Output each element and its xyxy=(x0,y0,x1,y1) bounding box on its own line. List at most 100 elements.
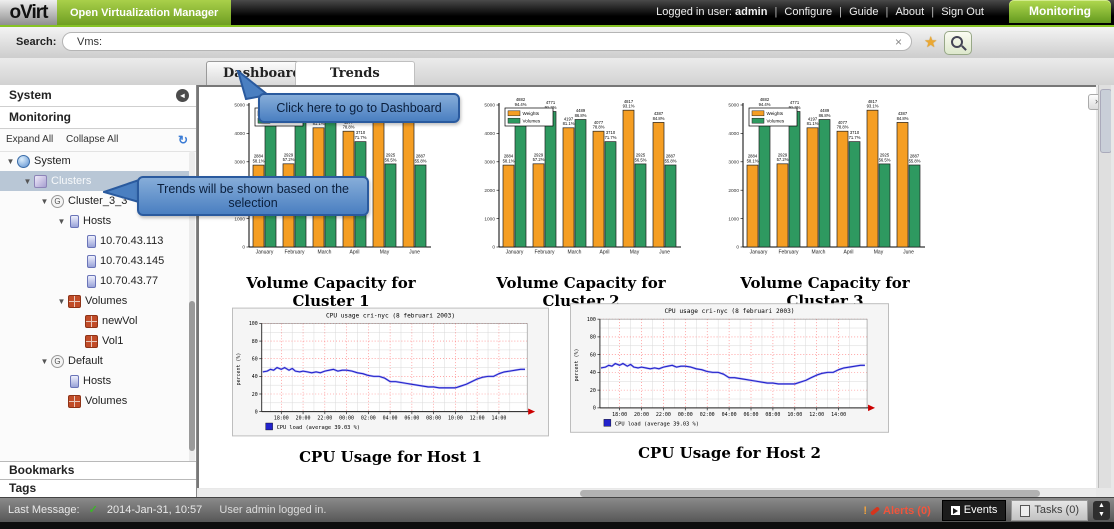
svg-text:CPU usage cri-nyc (8 februari: CPU usage cri-nyc (8 februari 2003) xyxy=(326,313,455,320)
window-edge xyxy=(1111,85,1114,488)
svg-text:78.8%: 78.8% xyxy=(593,125,605,130)
trends-content-panel: › 010002000300040005000288458.1%488294.4… xyxy=(197,85,1105,488)
top-header-bar: oVirt Open Virtualization Manager Logged… xyxy=(0,0,1114,27)
svg-text:22:00: 22:00 xyxy=(317,416,332,422)
svg-text:06:00: 06:00 xyxy=(404,416,419,422)
svg-text:18:00: 18:00 xyxy=(612,412,627,418)
svg-text:0: 0 xyxy=(242,245,245,251)
tree-item-volumes[interactable]: ▼ Volumes xyxy=(0,291,189,311)
monitoring-mode-tab[interactable]: Monitoring xyxy=(1009,0,1111,23)
svg-text:0: 0 xyxy=(255,409,258,415)
sidebar-bottom-sections: Bookmarks Tags xyxy=(0,461,196,497)
sidebar-section-monitoring[interactable]: Monitoring xyxy=(0,107,196,129)
bookmark-star-icon[interactable]: ★ xyxy=(924,34,938,51)
svg-text:3000: 3000 xyxy=(728,160,739,166)
expand-footer-button[interactable]: ▲ ▼ xyxy=(1093,501,1110,520)
svg-text:20: 20 xyxy=(590,388,596,394)
search-input[interactable]: Vms: × xyxy=(62,32,912,51)
svg-text:4077: 4077 xyxy=(838,120,848,125)
events-flag-icon xyxy=(950,506,960,515)
svg-text:3710: 3710 xyxy=(356,130,366,135)
svg-text:CPU usage cri-nyc (8 februari: CPU usage cri-nyc (8 februari 2003) xyxy=(664,308,794,315)
svg-text:55.8%: 55.8% xyxy=(909,158,921,163)
collapse-sidebar-button[interactable]: ◂ xyxy=(176,89,189,102)
tree-expander-icon[interactable]: ▼ xyxy=(6,156,15,166)
sidebar-section-tags[interactable]: Tags xyxy=(0,479,196,497)
svg-text:57.2%: 57.2% xyxy=(777,157,789,162)
search-button[interactable] xyxy=(944,31,972,55)
tree-item-newvol[interactable]: newVol xyxy=(0,311,189,331)
system-tree: ▼ System ▼ Clusters ▼ G Cluster_3_3 ▼ Hosts 10.70… xyxy=(0,151,189,411)
tree-item-hosts[interactable]: Hosts xyxy=(0,371,189,391)
svg-text:January: January xyxy=(506,250,524,256)
svg-text:June: June xyxy=(903,250,914,256)
tree-item-label: newVol xyxy=(102,315,138,327)
tree-item-10-70-43-77[interactable]: 10.70.43.77 xyxy=(0,271,189,291)
tree-item-label: System xyxy=(34,155,71,167)
bottom-strip xyxy=(0,522,1114,529)
tree-item-volumes[interactable]: Volumes xyxy=(0,391,189,411)
tree-item-label: 10.70.43.77 xyxy=(100,275,159,287)
tab-strip: Dashboard Trends xyxy=(0,58,1114,86)
line-chart-canvas: CPU usage cri-nyc (8 februari 2003) perce… xyxy=(570,303,889,433)
svg-text:Weights: Weights xyxy=(767,111,784,116)
tree-item-cluster-3-3[interactable]: ▼ G Cluster_3_3 xyxy=(0,191,189,211)
svg-text:58.1%: 58.1% xyxy=(253,158,265,163)
tooltip-dashboard: Click here to go to Dashboard xyxy=(258,93,460,123)
svg-text:84.8%: 84.8% xyxy=(653,116,665,121)
tree-item-default[interactable]: ▼ G Default xyxy=(0,351,189,371)
tree-expander-icon[interactable]: ▼ xyxy=(40,356,49,366)
sidebar-section-system[interactable]: System ◂ xyxy=(0,85,196,107)
tasks-button[interactable]: Tasks (0) xyxy=(1011,500,1088,521)
logged-in-user: admin xyxy=(735,6,768,18)
sidebar-scrollbar[interactable] xyxy=(189,151,195,491)
svg-text:2884: 2884 xyxy=(254,154,264,159)
expand-all-link[interactable]: Expand All xyxy=(6,134,54,145)
svg-text:January: January xyxy=(256,250,274,256)
svg-text:2884: 2884 xyxy=(504,154,514,159)
tree-item-system[interactable]: ▼ System xyxy=(0,151,189,171)
sidebar-scrollbar-thumb[interactable] xyxy=(189,301,195,451)
tree-expander-icon[interactable]: ▼ xyxy=(57,296,66,306)
alerts-button[interactable]: ! Alerts (0) xyxy=(863,504,931,517)
header-link-guide[interactable]: Guide xyxy=(849,6,879,18)
svg-text:4000: 4000 xyxy=(234,131,245,137)
svg-text:1000: 1000 xyxy=(728,216,739,222)
tab-trends[interactable]: Trends xyxy=(295,61,415,86)
header-link-sign-out[interactable]: Sign Out xyxy=(941,6,984,18)
svg-text:4771: 4771 xyxy=(546,100,556,105)
header-link-configure[interactable]: Configure xyxy=(784,6,833,18)
vertical-scrollbar[interactable] xyxy=(1098,85,1112,488)
svg-text:February: February xyxy=(534,250,555,256)
sidebar-section-bookmarks[interactable]: Bookmarks xyxy=(0,461,196,479)
collapse-all-link[interactable]: Collapse All xyxy=(66,134,119,145)
tooltip-arrow-trends xyxy=(103,178,140,204)
tree-item-10-70-43-113[interactable]: 10.70.43.113 xyxy=(0,231,189,251)
tree-item-label: Volumes xyxy=(85,295,128,307)
cluster-badge-icon: G xyxy=(51,354,64,368)
svg-text:2925: 2925 xyxy=(386,153,396,158)
horizontal-scrollbar-thumb[interactable] xyxy=(580,490,1040,497)
svg-text:18:00: 18:00 xyxy=(274,416,289,422)
events-button[interactable]: Events xyxy=(941,500,1007,521)
tree-expander-icon[interactable]: ▼ xyxy=(57,216,66,226)
svg-text:2929: 2929 xyxy=(534,152,544,157)
horizontal-scrollbar[interactable] xyxy=(199,489,1096,498)
chart-caption: Volume Capacity for Cluster 1 xyxy=(246,274,416,310)
svg-text:78.8%: 78.8% xyxy=(343,125,355,130)
tree-expander-icon[interactable]: ▼ xyxy=(40,196,49,206)
tree-expander-icon[interactable]: ▼ xyxy=(23,176,32,186)
clear-search-icon[interactable]: × xyxy=(894,35,902,49)
tree-item-10-70-43-145[interactable]: 10.70.43.145 xyxy=(0,251,189,271)
tree-item-hosts[interactable]: ▼ Hosts xyxy=(0,211,189,231)
svg-text:percent (%): percent (%) xyxy=(574,349,580,382)
header-link-about[interactable]: About xyxy=(895,6,925,18)
alert-wrench-icon xyxy=(869,505,881,516)
svg-text:5000: 5000 xyxy=(234,103,245,109)
refresh-icon[interactable]: ↻ xyxy=(177,133,188,147)
svg-text:4197: 4197 xyxy=(564,116,574,121)
tree-item-vol1[interactable]: Vol1 xyxy=(0,331,189,351)
last-message-timestamp: 2014-Jan-31, 10:57 xyxy=(106,504,203,516)
search-bar: Search: Vms: × ★ xyxy=(0,27,1114,59)
svg-text:08:00: 08:00 xyxy=(426,416,441,422)
